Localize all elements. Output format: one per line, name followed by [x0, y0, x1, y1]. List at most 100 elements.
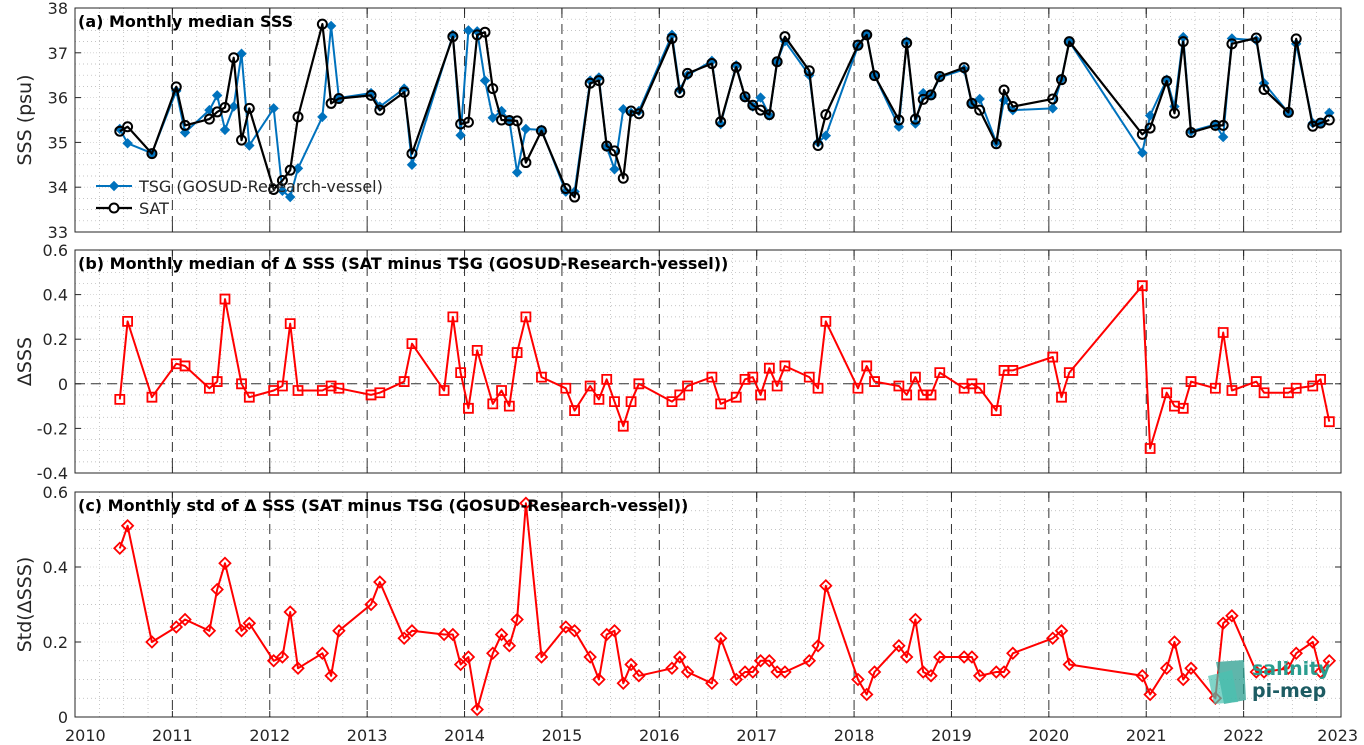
data-point: [617, 420, 629, 432]
data-point: [715, 398, 727, 410]
data-point: [753, 653, 768, 668]
data-point: [406, 148, 418, 160]
y-tick-label: 35: [48, 133, 68, 152]
data-point: [1176, 672, 1191, 687]
data-point: [315, 646, 330, 661]
data-point: [990, 138, 1002, 150]
data-point: [455, 367, 467, 379]
data-point: [739, 373, 751, 385]
data-point: [1056, 391, 1067, 403]
data-point: [593, 75, 605, 87]
panel-a-yticks: 33 34 35 36 37 38: [48, 0, 1341, 242]
data-point: [325, 97, 337, 109]
data-point: [601, 140, 613, 152]
data-point: [705, 676, 719, 691]
data-point: [1217, 131, 1229, 143]
data-point: [713, 631, 728, 646]
data-point: [933, 650, 947, 664]
x-tick-label: 2010: [65, 726, 106, 745]
data-point: [924, 668, 938, 683]
series-line: [119, 23, 1330, 199]
data-point: [965, 650, 979, 664]
data-point: [666, 32, 678, 44]
data-point: [1006, 646, 1020, 661]
data-point: [211, 376, 223, 387]
data-point: [268, 385, 280, 396]
data-point: [244, 140, 255, 151]
data-point: [446, 627, 460, 642]
data-point: [211, 90, 223, 101]
data-point: [1047, 351, 1059, 363]
y-tick-label: -0.4: [37, 464, 68, 483]
panel-a-series: [114, 18, 1335, 203]
data-point: [1056, 74, 1068, 86]
data-point: [771, 380, 783, 392]
data-point: [447, 311, 459, 323]
data-point: [316, 385, 328, 396]
panel-b-minor-grid: [75, 250, 1341, 473]
data-point: [333, 382, 345, 394]
panel-a-frame: [74, 7, 1342, 233]
data-point: [463, 25, 474, 36]
panel-c-series: [113, 496, 1337, 717]
data-point: [820, 109, 832, 121]
data-point: [910, 371, 921, 383]
data-point: [715, 116, 727, 128]
data-point: [145, 635, 159, 649]
data-point: [1315, 373, 1326, 385]
data-point: [925, 89, 937, 101]
data-point: [447, 31, 459, 43]
data-point: [861, 29, 873, 41]
data-point: [243, 391, 255, 403]
data-point: [1290, 382, 1302, 394]
data-point: [609, 164, 620, 175]
data-point: [520, 157, 532, 169]
data-point: [1313, 665, 1328, 679]
panel-b-delta-sss: -0.4 -0.2 0 0.2 0.4 0.6 ΔSSS (b) Monthly medi…: [14, 241, 1342, 483]
data-point: [901, 37, 913, 49]
data-point: [966, 378, 978, 390]
y-tick-label: 0.6: [43, 241, 68, 260]
data-point: [1007, 365, 1019, 376]
data-point: [535, 125, 547, 137]
x-tick-label: 2012: [249, 726, 290, 745]
data-point: [486, 646, 500, 661]
data-point: [633, 108, 645, 120]
data-point: [1161, 387, 1173, 399]
x-tick-label: 2014: [444, 726, 485, 745]
data-point: [601, 373, 613, 385]
data-point: [511, 115, 523, 127]
data-point: [1185, 127, 1197, 139]
legend-tsg-marker: [108, 180, 120, 192]
data-point: [479, 75, 491, 86]
data-point: [520, 311, 532, 323]
data-point: [934, 71, 946, 83]
data-point: [511, 347, 523, 358]
data-point: [632, 668, 646, 683]
data-point: [1054, 623, 1069, 638]
data-point: [114, 125, 126, 137]
data-point: [210, 582, 224, 597]
data-point: [487, 112, 498, 123]
data-point: [179, 360, 191, 372]
data-point: [471, 344, 483, 356]
data-point: [1226, 385, 1238, 396]
data-point: [405, 623, 419, 638]
data-point: [1135, 668, 1150, 683]
data-point: [398, 86, 410, 98]
data-point: [779, 31, 791, 43]
panel-c-title: (c) Monthly std of Δ SSS (SAT minus TSG …: [78, 496, 688, 515]
data-point: [1282, 106, 1294, 118]
data-point: [1136, 280, 1148, 292]
data-point: [633, 378, 645, 390]
data-point: [1290, 33, 1302, 45]
data-point: [925, 389, 937, 401]
data-point: [496, 385, 507, 396]
panel-a-xticks: [74, 8, 1342, 232]
data-point: [1047, 103, 1058, 114]
logo-text-pi-mep: pi-mep: [1252, 680, 1326, 702]
data-point: [998, 84, 1010, 96]
data-point: [277, 185, 288, 196]
data-point: [1063, 36, 1075, 48]
data-point: [861, 360, 873, 372]
